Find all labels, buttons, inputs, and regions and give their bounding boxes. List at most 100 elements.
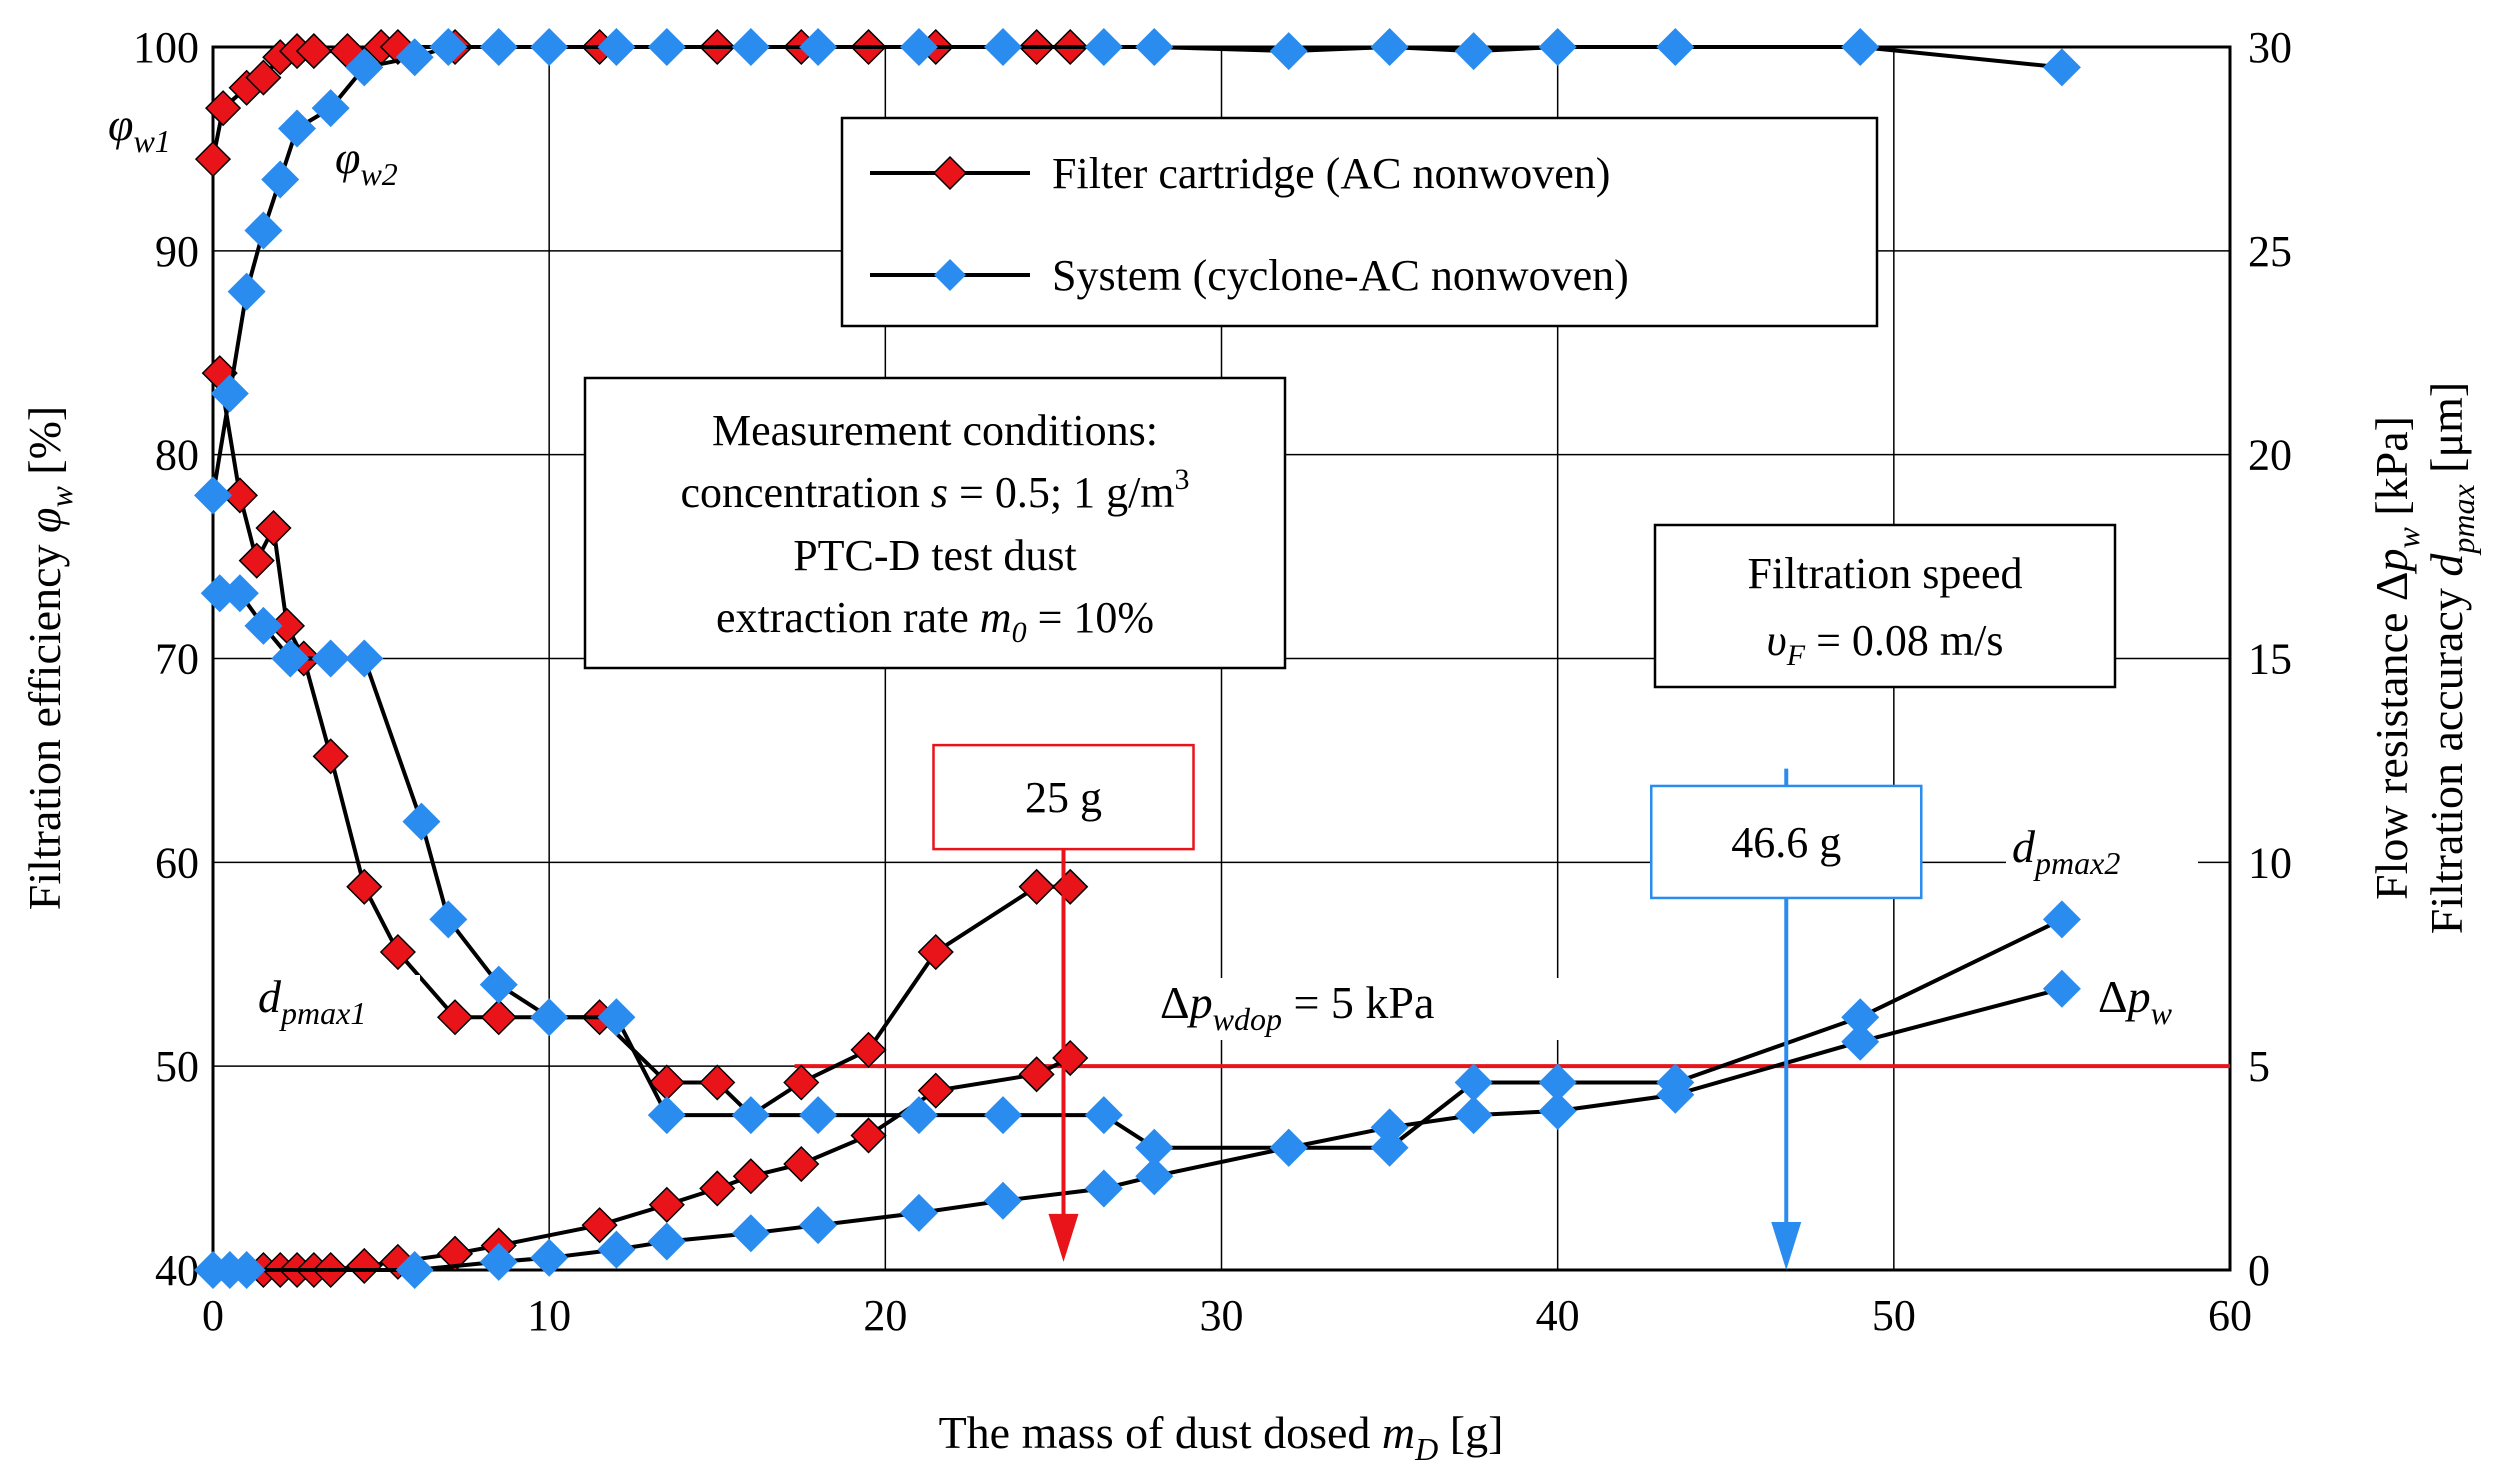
point-phi_w2-14: [731, 28, 770, 66]
point-phi_w2-2: [227, 272, 266, 311]
point-dpmax2-9: [530, 998, 569, 1037]
point-dpmax1-7: [346, 868, 383, 905]
conditions-line-4: extraction rate m0 = 10%: [716, 593, 1154, 649]
point-phi_w1-6: [295, 33, 332, 70]
point-dpmax1-13: [699, 1064, 736, 1101]
y-right-tick-label-2: 10: [2248, 838, 2292, 887]
point-phi_w2-0: [194, 476, 232, 515]
point-dpw2-13: [1135, 1157, 1174, 1196]
point-dpw2-14: [1269, 1128, 1308, 1167]
point-dpw2-19: [1841, 1022, 1880, 1061]
point-dpw1-12: [581, 1207, 618, 1244]
point-dpmax1-6: [312, 738, 349, 775]
point-dpw2-12: [1084, 1169, 1123, 1208]
point-dpw2-20: [2042, 969, 2081, 1008]
point-phi_w2-20: [1269, 32, 1308, 71]
point-dpmax2-20: [1454, 1063, 1493, 1102]
speed-line-2: υF = 0.08 m/s: [1767, 616, 2004, 672]
point-dpmax1-18: [1018, 868, 1055, 905]
point-dpw2-6: [597, 1230, 636, 1269]
label-phi-w1: φw1: [108, 99, 171, 159]
point-dpmax2-12: [731, 1096, 770, 1135]
y-left-tick-label-3: 70: [155, 635, 199, 684]
point-dpw2-15: [1370, 1108, 1409, 1147]
point-dpw1-17: [850, 1117, 887, 1154]
series-1: [194, 28, 2081, 1289]
point-phi_w2-23: [1538, 28, 1577, 66]
point-dpmax2-24: [2042, 900, 2081, 939]
point-phi_w1-3: [245, 59, 282, 96]
x-axis-title: The mass of dust dosed mD [g]: [939, 1407, 1504, 1467]
point-dpw2-9: [799, 1206, 838, 1245]
point-phi_w2-8: [395, 38, 434, 77]
legend-box: [840, 116, 1879, 328]
y-right-tick-label-4: 20: [2248, 431, 2292, 480]
point-dpmax1-1: [221, 477, 258, 514]
label-dpwdop: Δpwdop = 5 kPa: [1160, 977, 1434, 1037]
legend-label-cartridge: Filter cartridge (AC nonwoven): [1052, 149, 1610, 198]
point-dpmax2-17: [1135, 1128, 1174, 1167]
x-tick-label-4: 40: [1536, 1291, 1580, 1340]
point-dpmax2-11: [647, 1096, 686, 1135]
point-dpw1-20: [1052, 1039, 1089, 1077]
point-dpmax1-8: [379, 933, 416, 971]
point-dpmax2-8: [479, 965, 518, 1004]
conditions-line-2: concentration s = 0.5; 1 g/m3: [680, 463, 1189, 517]
point-phi_w2-3: [244, 211, 283, 250]
arrow-label-1: 46.6 g: [1731, 818, 1841, 867]
point-dpw1-10: [436, 1235, 474, 1272]
point-dpmax1-16: [850, 1031, 887, 1068]
label-phi-w2: φw2: [335, 132, 398, 192]
x-tick-label-1: 10: [527, 1291, 571, 1340]
legend-marker-system: [934, 259, 966, 291]
y-left-tick-label-6: 100: [133, 23, 199, 72]
point-phi_w2-21: [1370, 28, 1409, 66]
y-left-tick-label-4: 80: [155, 431, 199, 480]
point-phi_w1-0: [194, 141, 232, 178]
point-dpmax2-21: [1538, 1063, 1577, 1102]
point-dpmax2-7: [429, 900, 468, 939]
y-right-axis-title-2: Filtration accuracy dpmax [μm]: [2421, 382, 2481, 935]
point-dpw1-13: [648, 1186, 685, 1223]
legend: Filter cartridge (AC nonwoven) System (c…: [840, 116, 1879, 328]
legend-label-system: System (cyclone-AC nonwoven): [1052, 251, 1629, 300]
speed-box: Filtration speed υF = 0.08 m/s: [1653, 523, 2117, 689]
point-dpmax2-3: [271, 639, 310, 678]
point-dpmax2-15: [983, 1096, 1022, 1135]
x-axis-ticks: 0 10 20 30 40 50 60: [202, 1291, 2252, 1340]
point-phi_w2-4: [261, 160, 300, 199]
y-right-tick-label-0: 0: [2248, 1246, 2270, 1295]
point-phi_w2-19: [1135, 28, 1174, 66]
speed-box-frame: [1653, 523, 2117, 689]
point-dpmax2-23: [1841, 998, 1880, 1037]
x-tick-label-3: 30: [1200, 1291, 1244, 1340]
speed-line-1: Filtration speed: [1748, 549, 2023, 598]
point-dpw2-4: [479, 1242, 518, 1281]
point-phi_w2-18: [1084, 28, 1123, 66]
point-dpmax2-1: [220, 574, 259, 613]
point-dpw2-11: [983, 1181, 1022, 1220]
point-phi_w2-7: [345, 48, 384, 87]
point-phi_w2-16: [899, 28, 938, 66]
point-phi_w2-26: [2042, 48, 2081, 87]
label-dpmax1-bg: [250, 975, 420, 1045]
point-dpw2-16: [1454, 1096, 1493, 1135]
y-right-tick-label-5: 25: [2248, 227, 2292, 276]
x-tick-label-5: 50: [1872, 1291, 1916, 1340]
point-phi_w1-1: [205, 90, 242, 127]
plot-frame: [211, 45, 2232, 1272]
y-left-tick-label-0: 40: [155, 1246, 199, 1295]
point-dpw1-19: [1018, 1056, 1055, 1093]
point-dpw1-8: [346, 1247, 383, 1284]
point-dpmax1-10: [480, 999, 517, 1036]
point-dpmax2-13: [799, 1096, 838, 1135]
point-phi_w2-1: [210, 374, 249, 413]
point-phi_w2-9: [429, 28, 468, 66]
label-dpwdop-bg: [1150, 978, 1580, 1040]
arrow-head-0: [1048, 1213, 1079, 1262]
point-dpw2-2: [227, 1251, 266, 1289]
arrow-label-box-0: [932, 743, 1195, 851]
mass-arrows: 25 g 46.6 g: [932, 743, 1923, 1270]
point-dpw2-10: [899, 1193, 938, 1232]
